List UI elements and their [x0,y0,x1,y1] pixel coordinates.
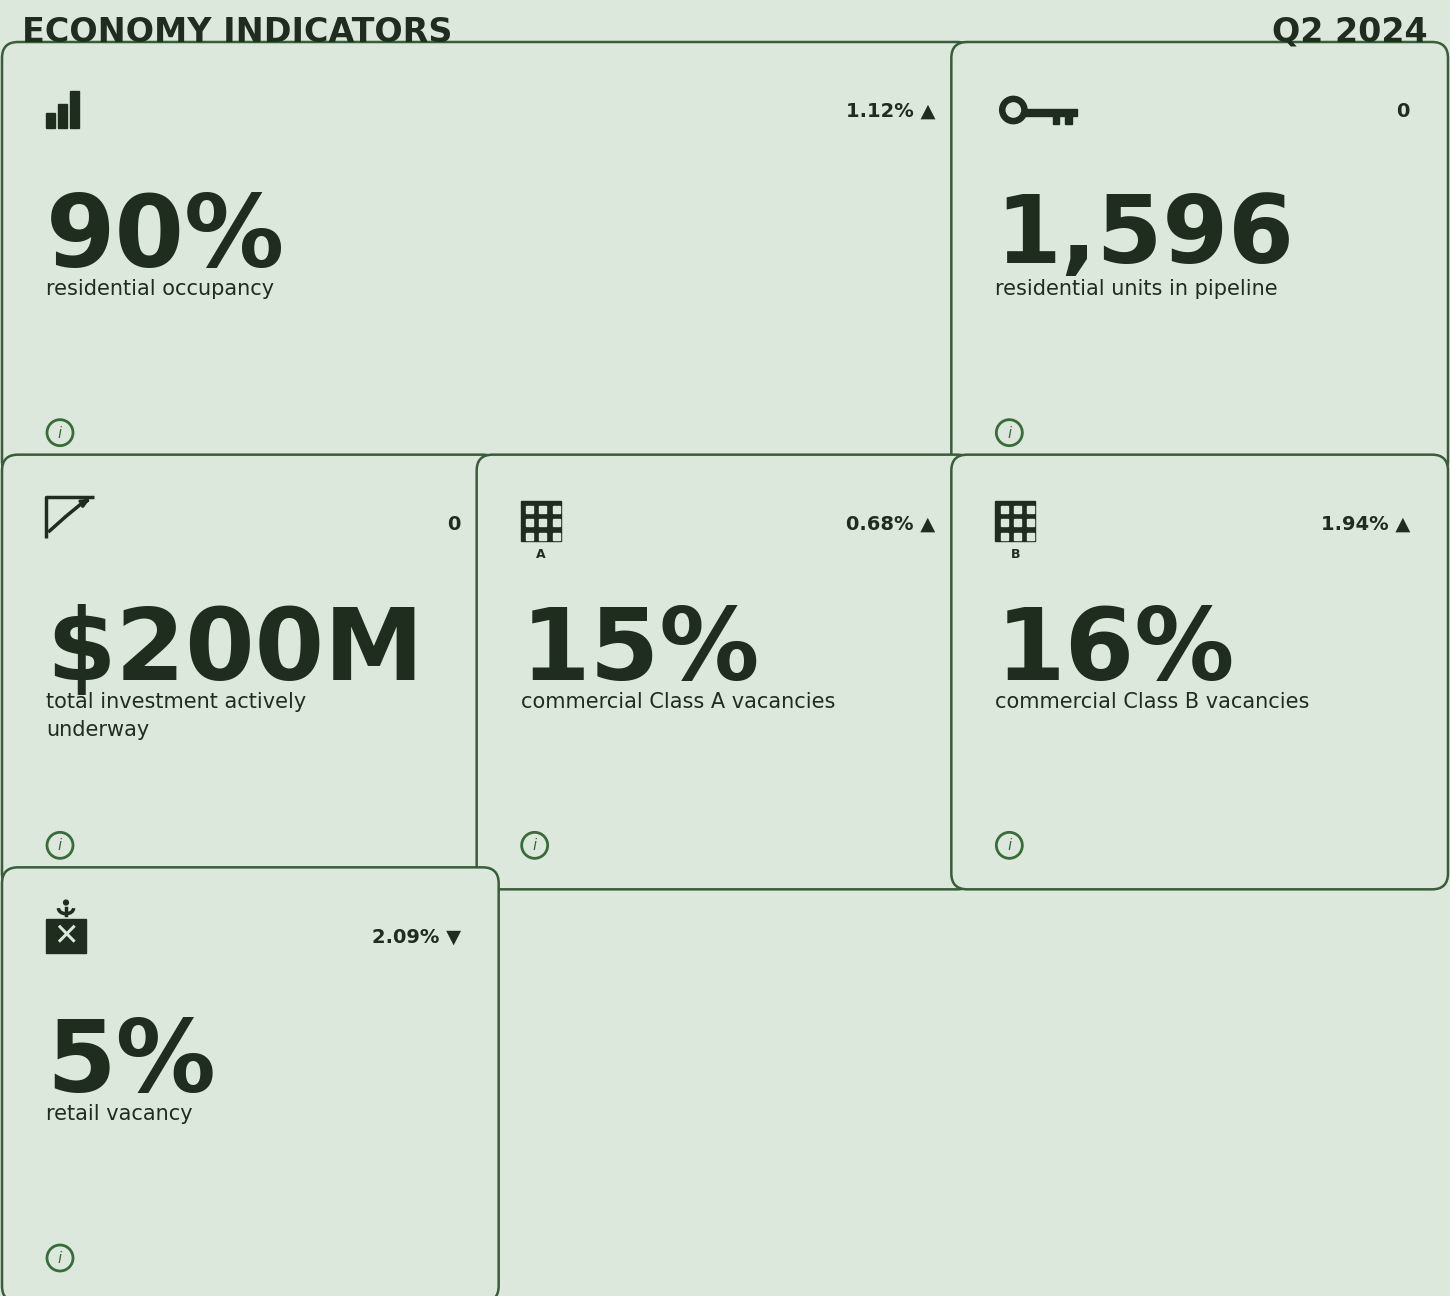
Bar [46,919,86,954]
Circle shape [64,901,68,905]
Text: total investment actively
underway: total investment actively underway [46,692,306,740]
FancyBboxPatch shape [1,867,499,1296]
Bar [58,104,67,128]
Text: ECONOMY INDICATORS: ECONOMY INDICATORS [22,16,452,48]
Text: 15%: 15% [521,604,760,701]
Text: i: i [532,839,536,853]
Text: 0: 0 [1396,102,1409,121]
FancyBboxPatch shape [951,455,1449,889]
Bar [552,505,560,513]
Bar [1000,505,1008,513]
FancyBboxPatch shape [477,455,973,889]
Text: 0: 0 [447,515,461,534]
Text: i: i [1008,425,1012,441]
Text: 16%: 16% [995,604,1235,701]
Bar [1028,520,1034,526]
Text: 0.68% ▲: 0.68% ▲ [847,515,935,534]
FancyBboxPatch shape [951,41,1449,477]
Bar [539,520,547,526]
Circle shape [999,96,1027,123]
Text: commercial Class A vacancies: commercial Class A vacancies [521,692,835,712]
Text: 2.09% ▼: 2.09% ▼ [371,928,461,946]
Bar [1000,520,1008,526]
Text: residential units in pipeline: residential units in pipeline [995,279,1277,299]
Bar [526,520,534,526]
Bar [1053,115,1058,124]
Text: i: i [1008,839,1012,853]
Bar [539,533,547,539]
Text: i: i [58,425,62,441]
Text: 1.94% ▲: 1.94% ▲ [1321,515,1409,534]
Bar [70,91,78,128]
Text: commercial Class B vacancies: commercial Class B vacancies [995,692,1309,712]
Bar [552,520,560,526]
Text: B: B [1011,548,1021,561]
Bar [526,505,534,513]
Text: 5%: 5% [46,1016,216,1113]
Text: i: i [58,1251,62,1266]
Text: Q2 2024: Q2 2024 [1272,16,1428,48]
FancyBboxPatch shape [1,455,499,889]
Bar [1014,533,1021,539]
Bar [1028,533,1034,539]
Text: i: i [58,839,62,853]
Bar [521,500,561,540]
Bar [552,533,560,539]
Text: $200M: $200M [46,604,423,701]
Bar [1028,505,1034,513]
Text: A: A [536,548,545,561]
Bar [995,500,1035,540]
Bar [1022,109,1077,117]
Bar [539,505,547,513]
Bar [46,113,55,128]
Bar [1000,533,1008,539]
Text: 1,596: 1,596 [995,191,1295,283]
Text: residential occupancy: residential occupancy [46,279,274,299]
Bar [1014,520,1021,526]
Circle shape [1006,102,1021,117]
Text: retail vacancy: retail vacancy [46,1104,193,1125]
Bar [1066,115,1072,124]
Bar [1014,505,1021,513]
Text: ✕: ✕ [54,921,78,951]
Text: 1.12% ▲: 1.12% ▲ [845,102,935,121]
FancyBboxPatch shape [1,41,973,477]
Bar [526,533,534,539]
Text: 90%: 90% [46,191,286,288]
